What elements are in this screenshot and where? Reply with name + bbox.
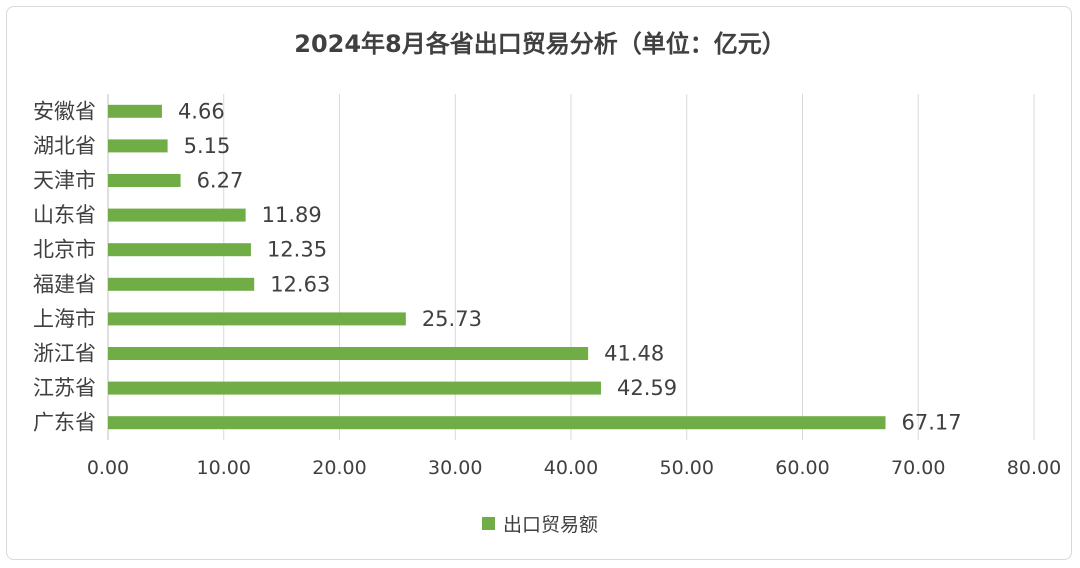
category-label: 安徽省 <box>33 99 96 123</box>
data-label: 11.89 <box>262 203 322 227</box>
category-label: 天津市 <box>33 169 96 193</box>
x-tick-label: 20.00 <box>312 457 366 479</box>
data-label: 6.27 <box>197 169 244 193</box>
data-label: 42.59 <box>617 376 677 400</box>
x-tick-label: 0.00 <box>87 457 129 479</box>
data-label: 12.63 <box>270 272 330 296</box>
labels: 0.00 10.00 20.00 30.00 40.00 50.00 60.00 70.00 8… <box>33 99 1061 479</box>
category-label: 广东省 <box>33 411 96 435</box>
category-label: 浙江省 <box>33 342 96 366</box>
category-label: 江苏省 <box>33 376 96 400</box>
x-tick-label: 80.00 <box>1007 457 1061 479</box>
data-label: 12.35 <box>267 238 327 262</box>
bar <box>108 312 406 326</box>
bar <box>108 104 162 118</box>
bar <box>108 277 255 291</box>
bar <box>108 139 168 153</box>
data-label: 41.48 <box>604 342 664 366</box>
legend-swatch <box>481 517 495 530</box>
category-label: 福建省 <box>33 272 96 296</box>
x-tick-label: 70.00 <box>891 457 945 479</box>
bar <box>108 347 589 360</box>
data-label: 5.15 <box>184 134 231 158</box>
bar <box>108 174 181 187</box>
category-label: 山东省 <box>33 203 96 227</box>
bar <box>108 208 246 222</box>
category-label: 北京市 <box>33 238 96 262</box>
x-tick-label: 50.00 <box>660 457 714 479</box>
data-label: 4.66 <box>178 99 225 123</box>
data-label: 67.17 <box>901 411 961 435</box>
category-label: 湖北省 <box>33 134 96 158</box>
chart-title: 2024年8月各省出口贸易分析（单位：亿元） <box>294 30 786 58</box>
legend-label: 出口贸易额 <box>502 514 598 536</box>
x-tick-label: 60.00 <box>775 457 829 479</box>
category-label: 上海市 <box>33 307 96 331</box>
bars <box>108 104 886 430</box>
bar <box>108 416 886 430</box>
x-tick-label: 10.00 <box>197 457 251 479</box>
data-label: 25.73 <box>422 307 482 331</box>
bar <box>108 243 251 257</box>
bar <box>108 381 601 395</box>
x-tick-label: 40.00 <box>544 457 598 479</box>
legend: 出口贸易额 <box>0 510 1080 537</box>
x-tick-label: 30.00 <box>428 457 482 479</box>
